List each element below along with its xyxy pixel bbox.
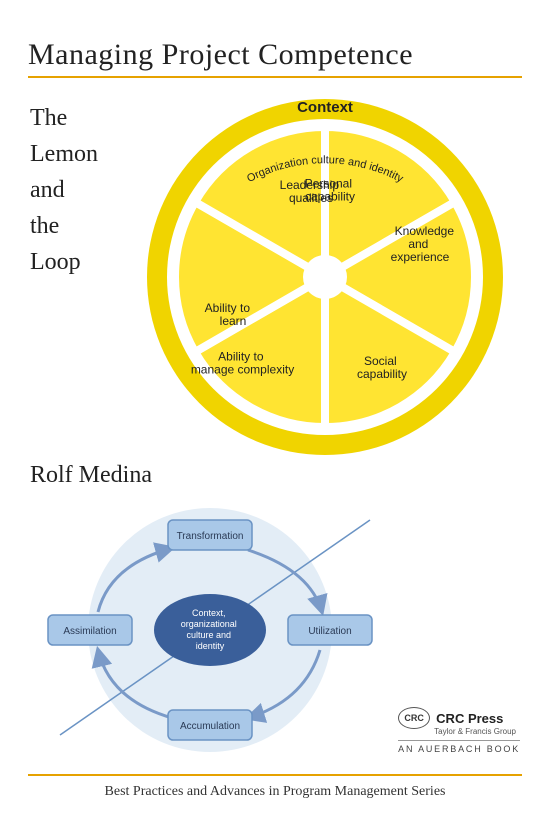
- lemon-diagram: Context Organization culture and identit…: [140, 92, 510, 462]
- lemon-segments: [175, 127, 475, 427]
- publisher-imprint: AN AUERBACH BOOK: [398, 740, 520, 754]
- publisher-block: CRC CRC Press Taylor & Francis Group AN …: [398, 707, 520, 754]
- lemon-seg-label: Social capability: [357, 354, 407, 381]
- series-line: Best Practices and Advances in Program M…: [0, 784, 550, 800]
- subtitle-line: the: [30, 208, 98, 244]
- publisher-name: CRC Press: [436, 711, 503, 726]
- subtitle-line: Lemon: [30, 136, 98, 172]
- loop-node: Assimilation: [48, 615, 132, 645]
- crc-badge-icon: CRC: [398, 707, 430, 729]
- lemon-context-label: Context: [297, 99, 353, 116]
- svg-text:Transformation: Transformation: [177, 531, 244, 542]
- subtitle-line: Loop: [30, 244, 98, 280]
- subtitle-line: and: [30, 172, 98, 208]
- page-title: Managing Project Competence: [28, 38, 522, 72]
- title-rule: [28, 76, 522, 78]
- author: Rolf Medina: [30, 462, 152, 489]
- subtitle: The Lemon and the Loop: [30, 100, 98, 280]
- footer-rule: [28, 774, 522, 776]
- svg-text:Accumulation: Accumulation: [180, 721, 240, 732]
- publisher-tagline: Taylor & Francis Group: [434, 727, 520, 736]
- loop-node: Accumulation: [168, 710, 252, 740]
- loop-node: Transformation: [168, 520, 252, 550]
- lemon-center: [303, 255, 347, 299]
- loop-node: Utilization: [288, 615, 372, 645]
- lemon-seg-label: Leadership qualities: [280, 178, 343, 205]
- loop-diagram: Context, organizational culture and iden…: [30, 500, 390, 760]
- subtitle-line: The: [30, 100, 98, 136]
- svg-text:Assimilation: Assimilation: [63, 626, 116, 637]
- svg-text:Utilization: Utilization: [308, 626, 351, 637]
